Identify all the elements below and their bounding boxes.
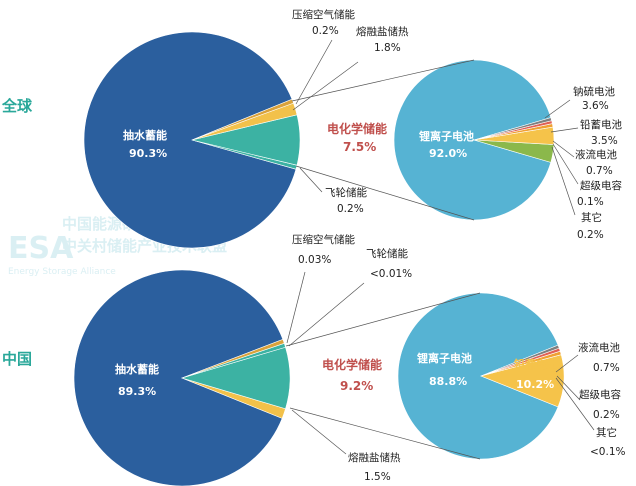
global-lithium-label: 锂离子电池: [419, 129, 474, 143]
global-thermal-leader: [292, 61, 359, 111]
china-connector-top: [285, 292, 481, 347]
global-pumped-label: 抽水蓄能: [123, 128, 167, 142]
china-flow-label: 液流电池: [578, 341, 620, 354]
global-other-label: 其它: [581, 211, 602, 224]
global-caes-leader: [295, 39, 333, 105]
china-supercap-leader: [556, 375, 581, 401]
global-supercap-label: 超级电容: [580, 179, 622, 192]
china-connector-bottom: [289, 407, 481, 460]
global-pumped-value: 90.3%: [129, 147, 167, 160]
china-lead-value: 10.2%: [516, 378, 554, 391]
global-lithium-value: 92.0%: [429, 147, 467, 160]
china-other-label: 其它: [596, 426, 617, 439]
china-flow-leader: [555, 354, 579, 373]
region-label-china: 中国: [2, 350, 32, 368]
global-nas-value: 3.6%: [582, 100, 609, 112]
global-supercap-leader: [552, 143, 579, 185]
global-flow-value: 0.7%: [586, 165, 613, 177]
china-other-leader: [555, 377, 595, 431]
china-ec-label: 电化学储能: [322, 357, 382, 372]
china-thermal-value: 1.5%: [364, 471, 391, 483]
global-thermal-label: 熔融盐储热: [356, 25, 409, 38]
global-caes-value: 0.2%: [312, 25, 339, 37]
china-lead-label: 铅蓄电池: [514, 357, 558, 371]
global-breakdown-slice-5: [473, 117, 552, 141]
global-main-slice-0: [83, 31, 297, 249]
china-other-value: <0.1%: [590, 446, 625, 458]
china-ec-value: 9.2%: [340, 379, 373, 393]
global-thermal-value: 1.8%: [374, 42, 401, 54]
global-supercap-value: 0.1%: [577, 196, 604, 208]
global-flow-label: 液流电池: [575, 148, 617, 161]
global-flow-leader: [552, 140, 575, 158]
china-main-slice-0: [73, 269, 284, 486]
global-other-leader: [551, 146, 576, 216]
china-pumped-label: 抽水蓄能: [115, 362, 159, 376]
global-lead-leader: [550, 127, 579, 133]
global-flywheel-value: 0.2%: [337, 203, 364, 215]
region-label-global: 全球: [1, 97, 33, 115]
global-other-value: 0.2%: [577, 229, 604, 241]
china-thermal-leader: [291, 409, 347, 455]
china-main-slice-4: [181, 338, 285, 379]
global-lead-value: 3.5%: [591, 135, 618, 147]
global-flywheel-leader: [299, 167, 323, 193]
china-flywheel-value: <0.01%: [370, 268, 412, 280]
watermark-english: Energy Storage Alliance: [8, 267, 116, 277]
china-caes-label: 压缩空气储能: [292, 233, 355, 246]
china-caes-value: 0.03%: [298, 254, 331, 266]
china-supercap-label: 超级电容: [579, 388, 621, 401]
china-flow-value: 0.7%: [593, 362, 620, 374]
global-nas-label: 钠硫电池: [573, 85, 615, 98]
china-flywheel-label: 飞轮储能: [366, 247, 408, 260]
global-ec-value: 7.5%: [343, 140, 376, 154]
china-flywheel-leader: [288, 282, 365, 347]
global-caes-label: 压缩空气储能: [292, 8, 355, 21]
china-thermal-label: 熔融盐储热: [348, 451, 401, 464]
global-connector-bottom: [295, 165, 475, 221]
global-lead-label: 铅蓄电池: [580, 118, 622, 131]
global-nas-leader: [544, 99, 571, 119]
watermark-logo: ESA: [8, 231, 74, 266]
global-connector-top: [291, 59, 475, 102]
china-breakdown-slice-0: [397, 292, 559, 460]
china-lithium-value: 88.8%: [429, 375, 467, 388]
global-ec-label: 电化学储能: [327, 121, 387, 136]
china-caes-leader: [286, 271, 306, 344]
china-pumped-value: 89.3%: [118, 385, 156, 398]
charts-layer: [73, 31, 595, 486]
global-breakdown-slice-0: [393, 59, 552, 221]
global-flywheel-label: 飞轮储能: [325, 186, 367, 199]
china-breakdown-slice-4: [480, 344, 560, 377]
china-supercap-value: 0.2%: [593, 409, 620, 421]
china-lithium-label: 锂离子电池: [417, 351, 472, 365]
